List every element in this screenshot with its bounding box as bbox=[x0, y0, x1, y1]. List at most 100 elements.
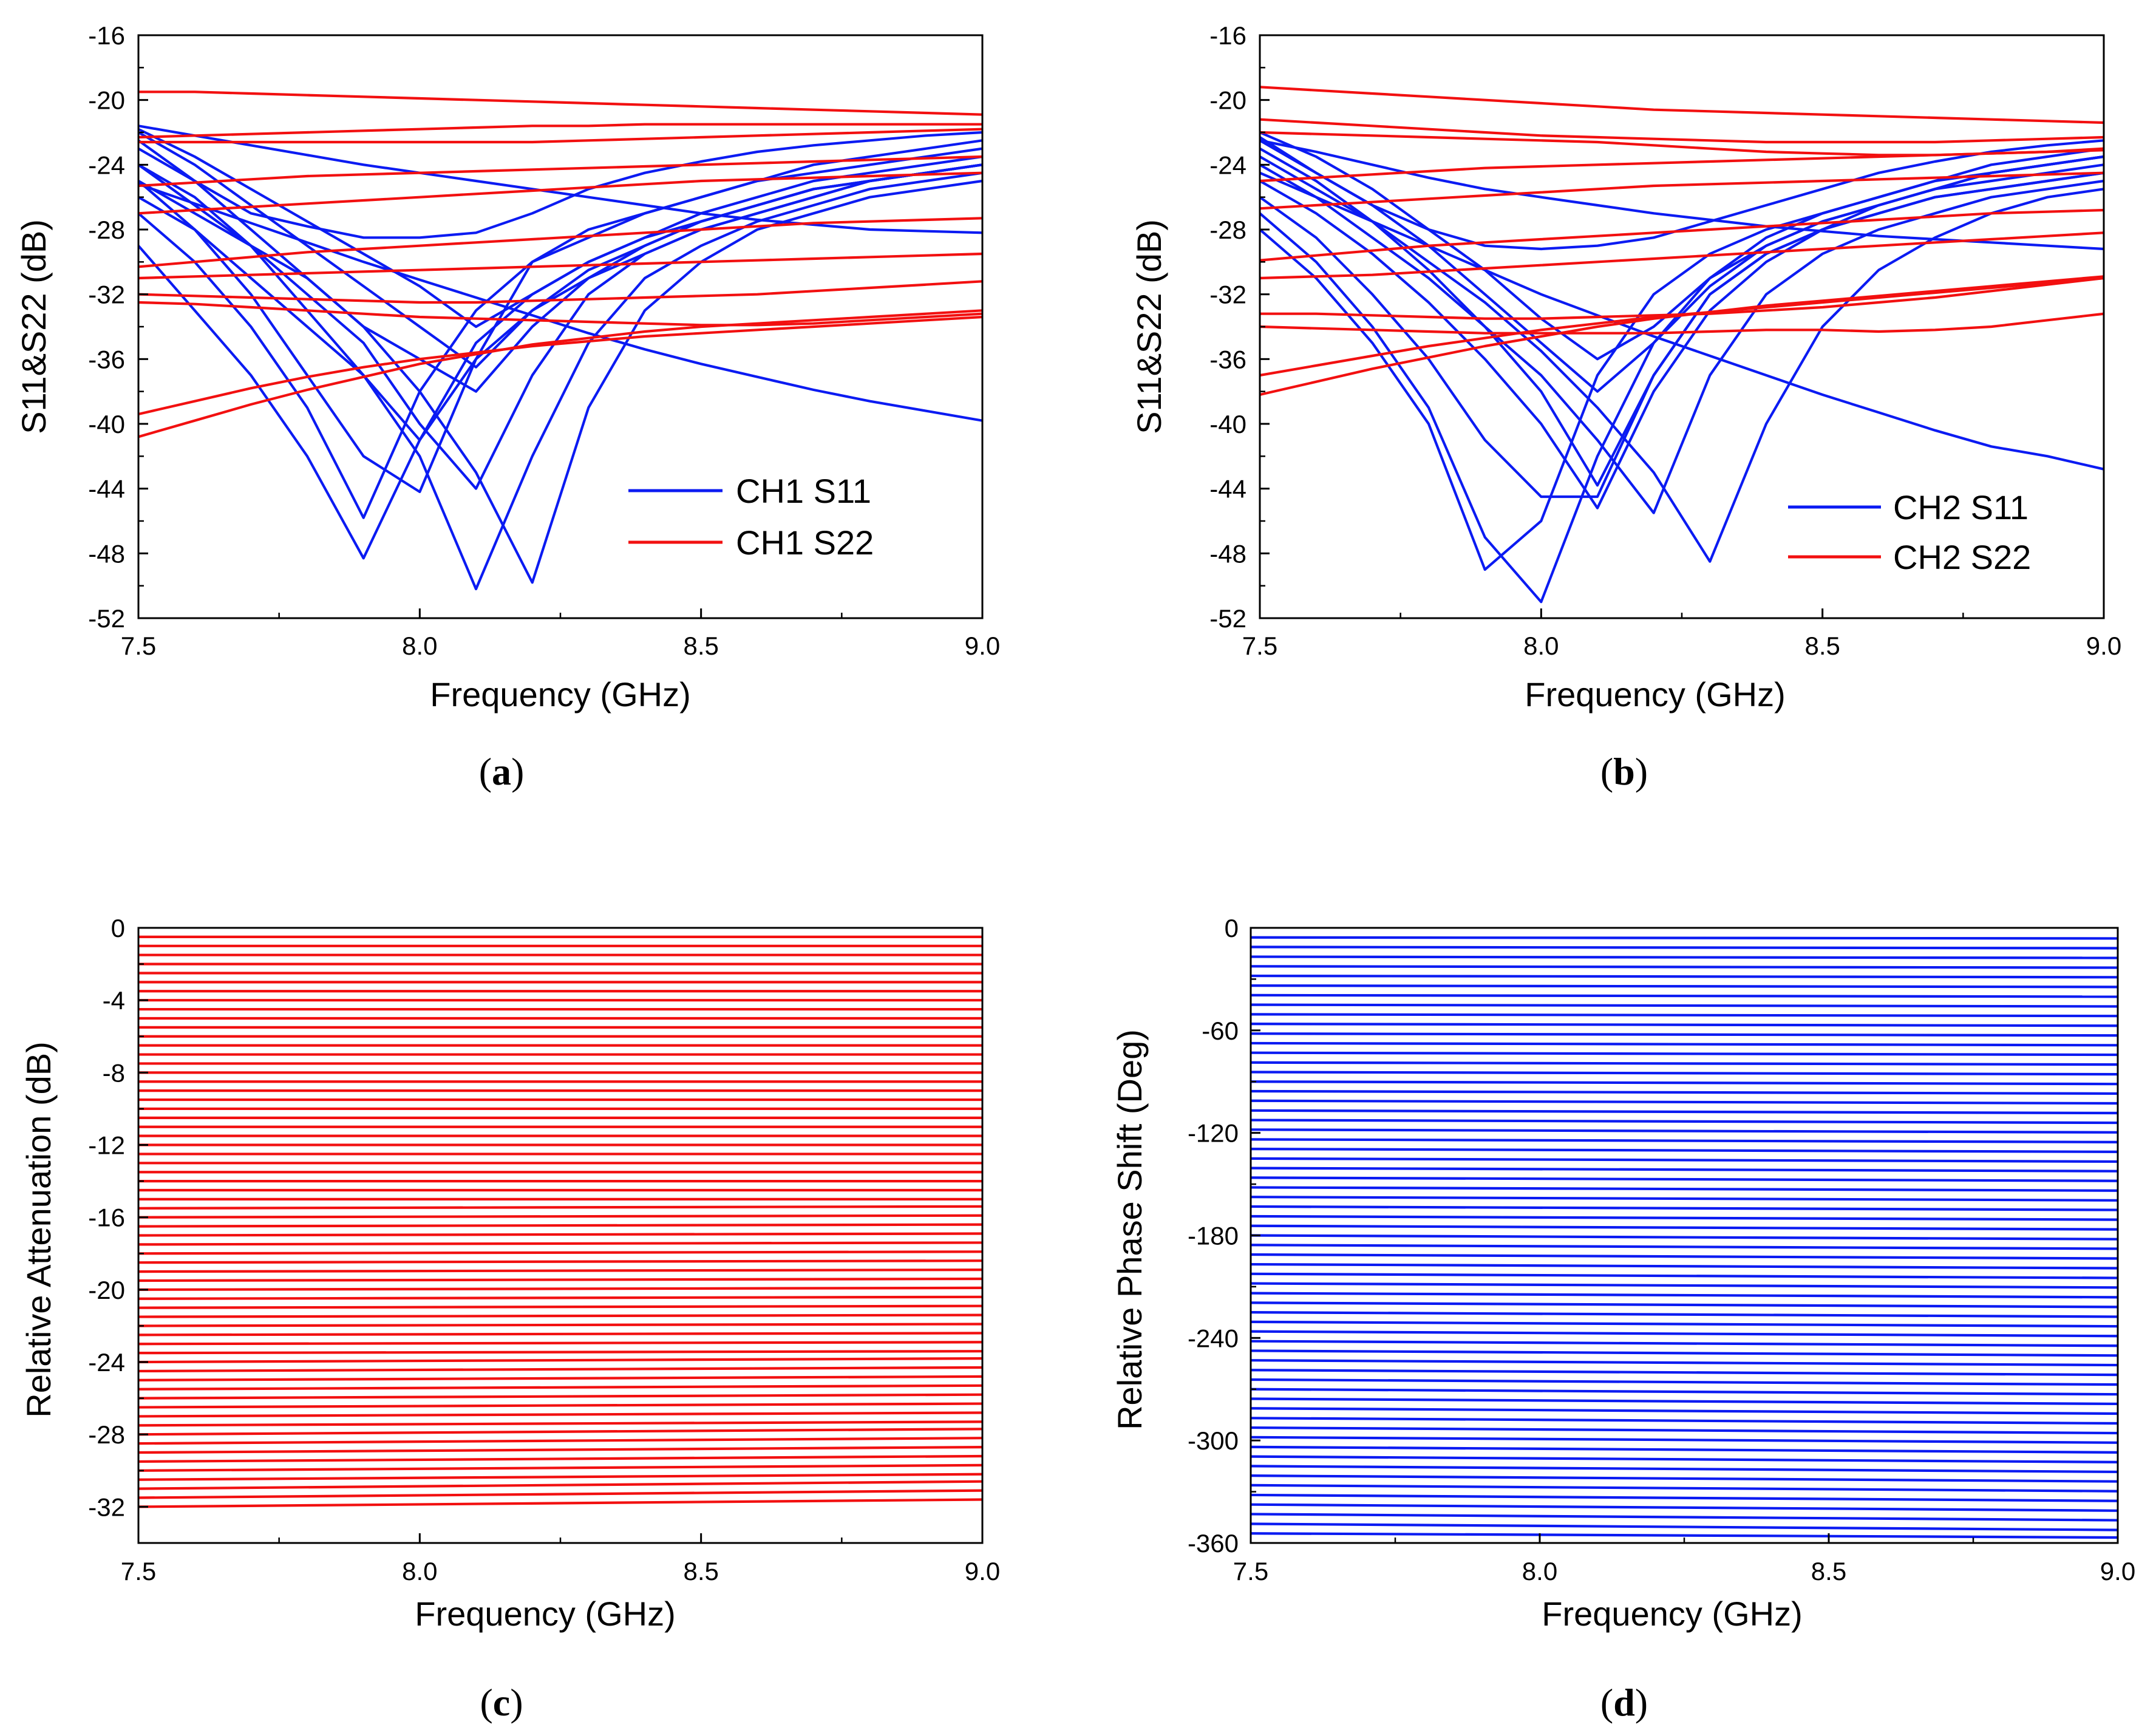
panel-d-state-line-47 bbox=[1251, 1388, 2118, 1396]
panel-d-state-line-48 bbox=[1251, 1397, 2118, 1406]
panel-b-series-line-s11-1 bbox=[1260, 163, 2104, 604]
panel-c-y-tick-label-8: 0 bbox=[111, 914, 125, 942]
panel-d-state-line-46 bbox=[1251, 1378, 2118, 1386]
panel-a-series-line-s22-18 bbox=[138, 217, 982, 268]
panel-c-state-line-52 bbox=[138, 1402, 982, 1409]
panel-d-state-line-19 bbox=[1251, 1119, 2118, 1125]
panel-b-label-close: ) bbox=[1635, 750, 1648, 793]
panel-c-state-line-62 bbox=[138, 1489, 982, 1499]
panel-c-label-close: ) bbox=[510, 1681, 523, 1724]
panel-d-state-line-3 bbox=[1251, 965, 2118, 969]
panel-d-state-line-49 bbox=[1251, 1407, 2118, 1415]
panel-b-y-tick-label-1: -48 bbox=[1209, 539, 1246, 568]
panel-d-label: (d) bbox=[1600, 1681, 1648, 1724]
panel-a-label-letter: a bbox=[492, 750, 511, 793]
panel-d-state-line-54 bbox=[1251, 1455, 2118, 1464]
panel-d-state-line-44 bbox=[1251, 1359, 2118, 1367]
panel-d-state-line-59 bbox=[1251, 1503, 2118, 1512]
panel-d-state-line-57 bbox=[1251, 1483, 2118, 1493]
panel-c-chart: 7.5 8.0 8.5 9.0 -32 -28 -24 -20 -16 -12 -8 -4 0 Freq… bbox=[19, 914, 1000, 1724]
panel-b-series-line-s11-11 bbox=[1260, 171, 2104, 471]
panel-c-state-line-54 bbox=[138, 1420, 982, 1427]
panel-c-label-open: ( bbox=[480, 1681, 492, 1724]
panel-b-series-line-s22-22 bbox=[1260, 275, 2104, 397]
panel-c-state-line-50 bbox=[138, 1384, 982, 1391]
panel-a-series-line-s11-12 bbox=[138, 183, 982, 422]
panel-c-y-tick-label-1: -28 bbox=[88, 1420, 125, 1449]
panel-a-legend: CH1 S11 CH1 S22 bbox=[628, 472, 874, 562]
panel-a-series-line-s11-11 bbox=[138, 124, 982, 234]
panel-c-state-line-31 bbox=[138, 1214, 982, 1219]
panel-d-state-line-2 bbox=[1251, 955, 2118, 959]
panel-a-y-tick-label-8: -20 bbox=[88, 86, 125, 115]
panel-d-state-line-6 bbox=[1251, 993, 2118, 998]
panel-b-legend: CH2 S11 CH2 S22 bbox=[1788, 488, 2031, 576]
panel-a-series-line-s22-17 bbox=[138, 171, 982, 215]
panel-d-state-line-1 bbox=[1251, 945, 2118, 950]
panel-d-state-line-32 bbox=[1251, 1244, 2118, 1250]
panel-c-state-line-53 bbox=[138, 1411, 982, 1418]
panel-a-y-tick-label-4: -36 bbox=[88, 345, 125, 373]
panel-d-x-tick-label-3: 9.0 bbox=[2100, 1557, 2135, 1585]
panel-d-state-line-13 bbox=[1251, 1061, 2118, 1066]
panel-d-state-line-25 bbox=[1251, 1176, 2118, 1182]
panel-a-y-axis-title: S11&S22 (dB) bbox=[15, 219, 53, 434]
panel-a-x-tick-label-3: 9.0 bbox=[965, 632, 1000, 660]
panel-c-state-line-61 bbox=[138, 1480, 982, 1490]
panel-d-state-line-45 bbox=[1251, 1369, 2118, 1377]
panel-c-y-tick-label-4: -16 bbox=[88, 1204, 125, 1232]
panel-c-x-tick-label-3: 9.0 bbox=[965, 1557, 1000, 1585]
panel-b-label: (b) bbox=[1600, 750, 1648, 793]
panel-d-label-letter: d bbox=[1613, 1681, 1635, 1724]
panel-c-state-line-47 bbox=[138, 1357, 982, 1364]
panel-c-state-line-37 bbox=[138, 1269, 982, 1273]
panel-d-chart: 7.5 8.0 8.5 9.0 -360 -300 -240 -180 -120 -60 0 Fre… bbox=[1110, 914, 2135, 1724]
panel-b-y-tick-label-8: -20 bbox=[1209, 86, 1246, 115]
panel-c-state-line-39 bbox=[138, 1286, 982, 1291]
panel-d-ticks: 7.5 8.0 8.5 9.0 -360 -300 -240 -180 -120 -60 0 bbox=[1188, 914, 2135, 1585]
panel-c-y-axis-title: Relative Attenuation (dB) bbox=[19, 1041, 58, 1417]
panel-b-series-line-s22-19 bbox=[1260, 276, 2104, 320]
panel-b-plot-lines bbox=[1260, 86, 2104, 604]
panel-c-state-line-45 bbox=[138, 1341, 982, 1346]
panel-a-series-line-s22-20 bbox=[138, 280, 982, 304]
panel-c-state-line-44 bbox=[138, 1332, 982, 1337]
panel-a-y-tick-label-1: -48 bbox=[88, 539, 125, 568]
panel-d-state-line-36 bbox=[1251, 1282, 2118, 1289]
panel-d-state-line-0 bbox=[1251, 936, 2118, 940]
panel-d-state-line-10 bbox=[1251, 1032, 2118, 1037]
panel-d-state-line-21 bbox=[1251, 1138, 2118, 1143]
panel-a-series-line-s11-5 bbox=[138, 179, 982, 584]
panel-d-label-close: ) bbox=[1635, 1681, 1648, 1724]
panel-c-y-tick-label-6: -8 bbox=[103, 1058, 125, 1087]
panel-d-state-line-18 bbox=[1251, 1109, 2118, 1115]
panel-d-state-line-43 bbox=[1251, 1349, 2118, 1357]
panel-c-y-tick-label-5: -12 bbox=[88, 1131, 125, 1160]
panel-d-state-line-20 bbox=[1251, 1128, 2118, 1134]
panel-c-y-tick-label-7: -4 bbox=[103, 986, 125, 1015]
panel-b-series-line-s22-14 bbox=[1260, 131, 2104, 157]
panel-a-series-line-s22-19 bbox=[138, 252, 982, 280]
panel-d-state-line-8 bbox=[1251, 1013, 2118, 1018]
panel-d-state-line-16 bbox=[1251, 1089, 2118, 1095]
panel-c-label: (c) bbox=[480, 1681, 523, 1724]
panel-a-plot-lines bbox=[138, 90, 982, 591]
panel-b-label-letter: b bbox=[1613, 750, 1635, 793]
panel-b-series-line-s22-15 bbox=[1260, 147, 2104, 183]
panel-b-series-line-s11-5 bbox=[1260, 155, 2104, 563]
panel-c-state-line-46 bbox=[138, 1350, 982, 1355]
panel-d-state-line-58 bbox=[1251, 1493, 2118, 1502]
panel-b-x-tick-label-0: 7.5 bbox=[1242, 632, 1277, 660]
panel-b-y-tick-label-2: -44 bbox=[1209, 475, 1246, 503]
panel-a-series-line-s22-21 bbox=[138, 301, 982, 327]
panel-d-state-line-34 bbox=[1251, 1262, 2118, 1270]
panel-c-state-line-48 bbox=[138, 1366, 982, 1373]
panel-c-y-tick-label-0: -32 bbox=[88, 1493, 125, 1521]
panel-a-x-tick-label-2: 8.5 bbox=[683, 632, 718, 660]
panel-b-y-tick-label-6: -28 bbox=[1209, 216, 1246, 244]
panel-d-y-tick-label-0: -360 bbox=[1188, 1529, 1239, 1558]
panel-c-state-line-43 bbox=[138, 1323, 982, 1327]
panel-a-series-line-s11-6 bbox=[138, 163, 982, 441]
panel-d-x-axis-title: Frequency (GHz) bbox=[1542, 1595, 1802, 1633]
panel-a-series-line-s11-10 bbox=[138, 131, 982, 239]
